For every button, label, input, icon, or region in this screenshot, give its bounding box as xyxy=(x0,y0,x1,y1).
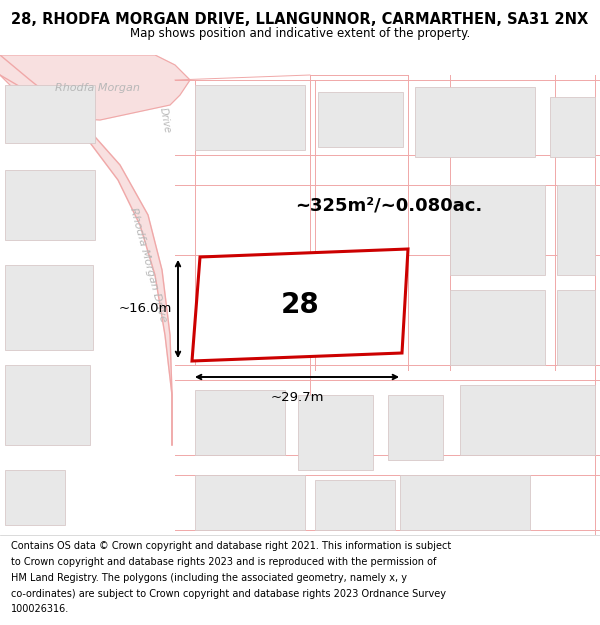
Text: ~16.0m: ~16.0m xyxy=(119,302,172,316)
Polygon shape xyxy=(192,249,408,361)
Bar xyxy=(450,290,545,365)
Bar xyxy=(318,92,403,147)
Bar xyxy=(298,395,373,470)
Bar xyxy=(415,87,535,157)
Text: HM Land Registry. The polygons (including the associated geometry, namely x, y: HM Land Registry. The polygons (includin… xyxy=(11,572,407,582)
Text: Contains OS data © Crown copyright and database right 2021. This information is : Contains OS data © Crown copyright and d… xyxy=(11,541,451,551)
Text: ~325m²/~0.080ac.: ~325m²/~0.080ac. xyxy=(295,196,482,214)
Bar xyxy=(400,475,530,530)
Bar xyxy=(5,265,93,350)
Bar xyxy=(195,390,285,455)
Bar xyxy=(388,395,443,460)
Bar xyxy=(5,470,65,525)
Bar xyxy=(460,385,595,455)
Bar xyxy=(5,365,90,445)
Bar xyxy=(450,185,545,275)
Bar xyxy=(557,185,595,275)
Bar xyxy=(557,290,595,365)
Text: Drive: Drive xyxy=(158,106,172,134)
Text: ~29.7m: ~29.7m xyxy=(270,391,324,404)
Polygon shape xyxy=(0,55,190,120)
Bar xyxy=(550,97,595,157)
Text: 100026316.: 100026316. xyxy=(11,604,69,614)
Text: Rhodfa Morgan: Rhodfa Morgan xyxy=(55,83,140,93)
Text: to Crown copyright and database rights 2023 and is reproduced with the permissio: to Crown copyright and database rights 2… xyxy=(11,557,436,567)
Bar xyxy=(5,170,95,240)
Text: Map shows position and indicative extent of the property.: Map shows position and indicative extent… xyxy=(130,27,470,39)
Bar xyxy=(5,85,95,143)
Polygon shape xyxy=(0,55,172,445)
Bar xyxy=(315,480,395,530)
Text: co-ordinates) are subject to Crown copyright and database rights 2023 Ordnance S: co-ordinates) are subject to Crown copyr… xyxy=(11,589,446,599)
Text: 28: 28 xyxy=(281,291,320,319)
Text: 28, RHODFA MORGAN DRIVE, LLANGUNNOR, CARMARTHEN, SA31 2NX: 28, RHODFA MORGAN DRIVE, LLANGUNNOR, CAR… xyxy=(11,12,589,27)
Bar xyxy=(195,85,305,150)
Text: Rhodfa Morgan Drive: Rhodfa Morgan Drive xyxy=(128,207,168,323)
Bar xyxy=(195,475,305,530)
